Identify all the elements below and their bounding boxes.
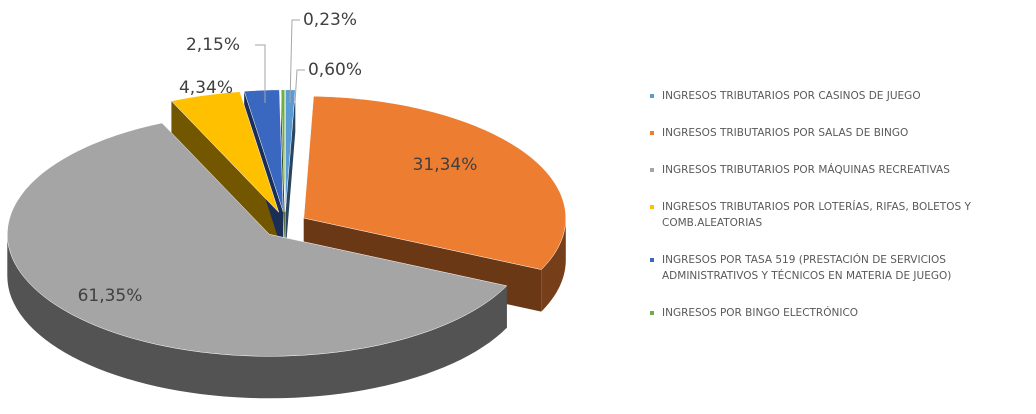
leader-line <box>289 19 300 104</box>
slice <box>7 122 508 357</box>
slice <box>170 91 280 213</box>
legend-swatch <box>650 205 654 209</box>
slice <box>303 95 567 270</box>
legend-label: INGRESOS TRIBUTARIOS POR LOTERÍAS, RIFAS… <box>662 201 971 229</box>
legend-item: INGRESOS TRIBUTARIOS POR SALAS DE BINGO <box>648 125 1036 141</box>
legend-item: INGRESOS TRIBUTARIOS POR MÁQUINAS RECREA… <box>648 162 1036 178</box>
slice-side <box>285 89 296 254</box>
legend-label: INGRESOS TRIBUTARIOS POR SALAS DE BINGO <box>662 127 909 139</box>
legend-item: INGRESOS POR TASA 519 (PRESTACIÓN DE SER… <box>648 252 1036 284</box>
legend-swatch <box>650 168 654 172</box>
slice-side <box>541 218 566 312</box>
legend-item: INGRESOS POR BINGO ELECTRÓNICO <box>648 305 1036 321</box>
data-label: 31,34% <box>413 155 478 175</box>
legend: INGRESOS TRIBUTARIOS POR CASINOS DE JUEG… <box>648 88 1036 342</box>
data-label: 61,35% <box>78 286 143 306</box>
data-label: 0,60% <box>308 60 362 80</box>
legend-label: INGRESOS POR TASA 519 (PRESTACIÓN DE SER… <box>662 254 952 282</box>
legend-swatch <box>650 258 654 262</box>
slice <box>285 89 296 212</box>
legend-label: INGRESOS TRIBUTARIOS POR MÁQUINAS RECREA… <box>662 164 950 176</box>
leader-line <box>294 69 305 104</box>
legend-item: INGRESOS TRIBUTARIOS POR LOTERÍAS, RIFAS… <box>648 199 1036 231</box>
slice <box>280 89 286 212</box>
leader-line <box>255 44 266 103</box>
data-label: 2,15% <box>186 35 240 55</box>
pie-area: 0,60% 31,34% 61,35% 4,34% 2,15% 0,23% <box>7 10 567 399</box>
data-label: 4,34% <box>179 78 233 98</box>
slice-side <box>7 234 507 399</box>
legend-label: INGRESOS TRIBUTARIOS POR CASINOS DE JUEG… <box>662 90 921 102</box>
legend-swatch <box>650 94 654 98</box>
data-label: 0,23% <box>303 10 357 30</box>
slice-side <box>281 89 285 254</box>
legend-item: INGRESOS TRIBUTARIOS POR CASINOS DE JUEG… <box>648 88 1036 104</box>
slice <box>243 89 284 212</box>
legend-swatch <box>650 131 654 135</box>
legend-swatch <box>650 311 654 315</box>
legend-label: INGRESOS POR BINGO ELECTRÓNICO <box>662 307 859 319</box>
